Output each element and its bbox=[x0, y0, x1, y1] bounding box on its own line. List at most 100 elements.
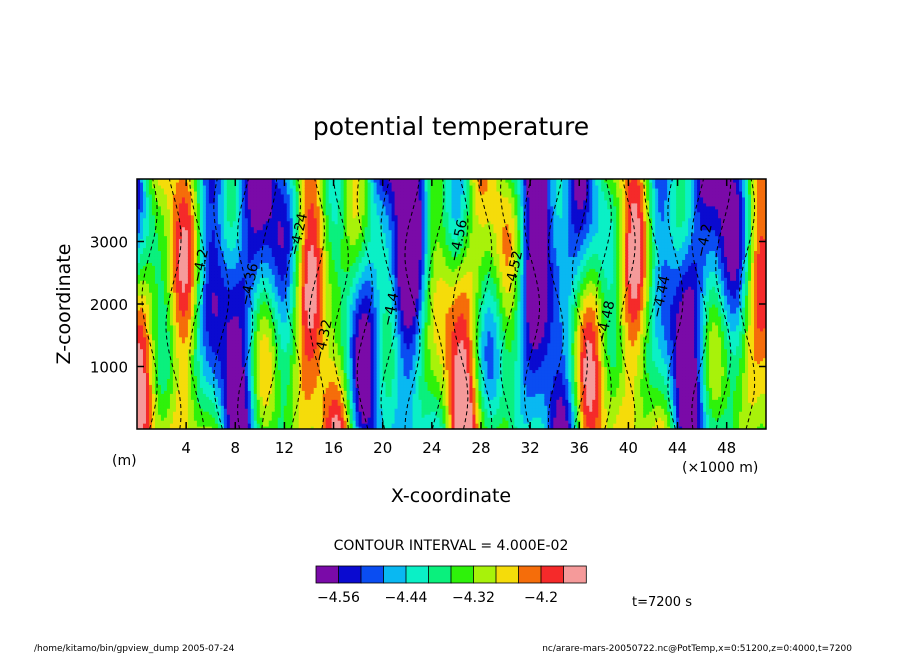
field-cell bbox=[140, 247, 144, 252]
field-cell bbox=[148, 309, 153, 314]
field-cell bbox=[169, 268, 174, 272]
field-cell bbox=[166, 306, 171, 311]
field-cell bbox=[166, 330, 171, 335]
field-cell bbox=[154, 372, 159, 377]
field-cell bbox=[172, 253, 177, 257]
field-cell bbox=[169, 345, 174, 350]
field-cell bbox=[142, 202, 147, 207]
field-cell bbox=[172, 336, 177, 341]
field-cell bbox=[148, 298, 153, 302]
field-cell bbox=[169, 179, 174, 183]
field-cell bbox=[137, 363, 141, 368]
field-cell bbox=[148, 408, 153, 412]
field-cell bbox=[145, 253, 150, 257]
field-cell bbox=[154, 253, 159, 257]
field-cell bbox=[154, 193, 159, 198]
field-cell bbox=[148, 193, 153, 198]
field-cell bbox=[169, 295, 174, 299]
field-cell bbox=[148, 423, 153, 427]
field-cell bbox=[151, 390, 156, 394]
field-cell bbox=[137, 384, 141, 388]
field-cell bbox=[166, 375, 171, 380]
field-cell bbox=[169, 372, 174, 377]
field-cell bbox=[172, 402, 177, 406]
field-cell bbox=[148, 375, 153, 380]
field-cell bbox=[148, 420, 153, 424]
field-cell bbox=[148, 187, 153, 192]
field-cell bbox=[140, 318, 144, 323]
field-cell bbox=[140, 259, 144, 263]
field-cell bbox=[169, 330, 174, 335]
field-cell bbox=[160, 333, 165, 338]
field-cell bbox=[175, 223, 180, 228]
field-cell bbox=[160, 247, 165, 252]
field-cell bbox=[172, 405, 177, 409]
field-cell bbox=[172, 179, 177, 183]
field-cell bbox=[140, 354, 144, 359]
field-cell bbox=[154, 333, 159, 338]
field-cell bbox=[163, 336, 168, 341]
field-cell bbox=[142, 232, 147, 237]
field-cell bbox=[169, 417, 174, 421]
field-cell bbox=[137, 187, 141, 192]
field-cell bbox=[145, 357, 150, 362]
field-cell bbox=[145, 393, 150, 397]
field-cell bbox=[151, 199, 156, 204]
field-cell bbox=[142, 306, 147, 311]
field-cell bbox=[145, 232, 150, 237]
field-cell bbox=[172, 390, 177, 394]
field-cell bbox=[166, 286, 171, 290]
field-cell bbox=[137, 184, 141, 189]
field-cell bbox=[175, 268, 180, 272]
field-cell bbox=[157, 315, 162, 320]
field-cell bbox=[148, 256, 153, 260]
field-cell bbox=[148, 366, 153, 371]
field-cell bbox=[172, 235, 177, 240]
field-cell bbox=[145, 339, 150, 344]
field-cell bbox=[172, 244, 177, 249]
field-cell bbox=[175, 369, 180, 374]
field-cell bbox=[145, 208, 150, 213]
field-cell bbox=[160, 274, 165, 278]
field-cell bbox=[148, 405, 153, 409]
field-cell bbox=[137, 274, 141, 278]
field-cell bbox=[175, 372, 180, 377]
field-cell bbox=[140, 220, 144, 225]
field-cell bbox=[148, 357, 153, 362]
field-cell bbox=[163, 232, 168, 237]
field-cell bbox=[145, 205, 150, 210]
field-cell bbox=[160, 283, 165, 287]
field-cell bbox=[151, 369, 156, 374]
field-cell bbox=[140, 369, 144, 374]
field-cell bbox=[142, 256, 147, 260]
field-cell bbox=[157, 423, 162, 427]
field-cell bbox=[163, 286, 168, 290]
field-cell bbox=[142, 402, 147, 406]
field-cell bbox=[172, 211, 177, 216]
field-cell bbox=[145, 426, 150, 429]
field-cell bbox=[140, 202, 144, 207]
field-cell bbox=[166, 408, 171, 412]
field-cell bbox=[163, 390, 168, 394]
field-cell bbox=[145, 369, 150, 374]
field-cell bbox=[151, 268, 156, 272]
field-cell bbox=[137, 312, 141, 317]
field-cell bbox=[160, 253, 165, 257]
field-cell bbox=[151, 226, 156, 231]
field-cell bbox=[175, 420, 180, 424]
field-cell bbox=[175, 345, 180, 350]
field-cell bbox=[137, 354, 141, 359]
field-cell bbox=[166, 333, 171, 338]
field-cell bbox=[145, 196, 150, 201]
field-cell bbox=[140, 223, 144, 228]
field-cell bbox=[145, 223, 150, 228]
field-cell bbox=[142, 354, 147, 359]
field-cell bbox=[145, 360, 150, 365]
field-cell bbox=[157, 179, 162, 183]
field-cell bbox=[148, 217, 153, 222]
field-cell bbox=[160, 277, 165, 281]
field-cell bbox=[137, 208, 141, 213]
field-cell bbox=[157, 336, 162, 341]
field-cell bbox=[148, 250, 153, 255]
field-cell bbox=[163, 268, 168, 272]
